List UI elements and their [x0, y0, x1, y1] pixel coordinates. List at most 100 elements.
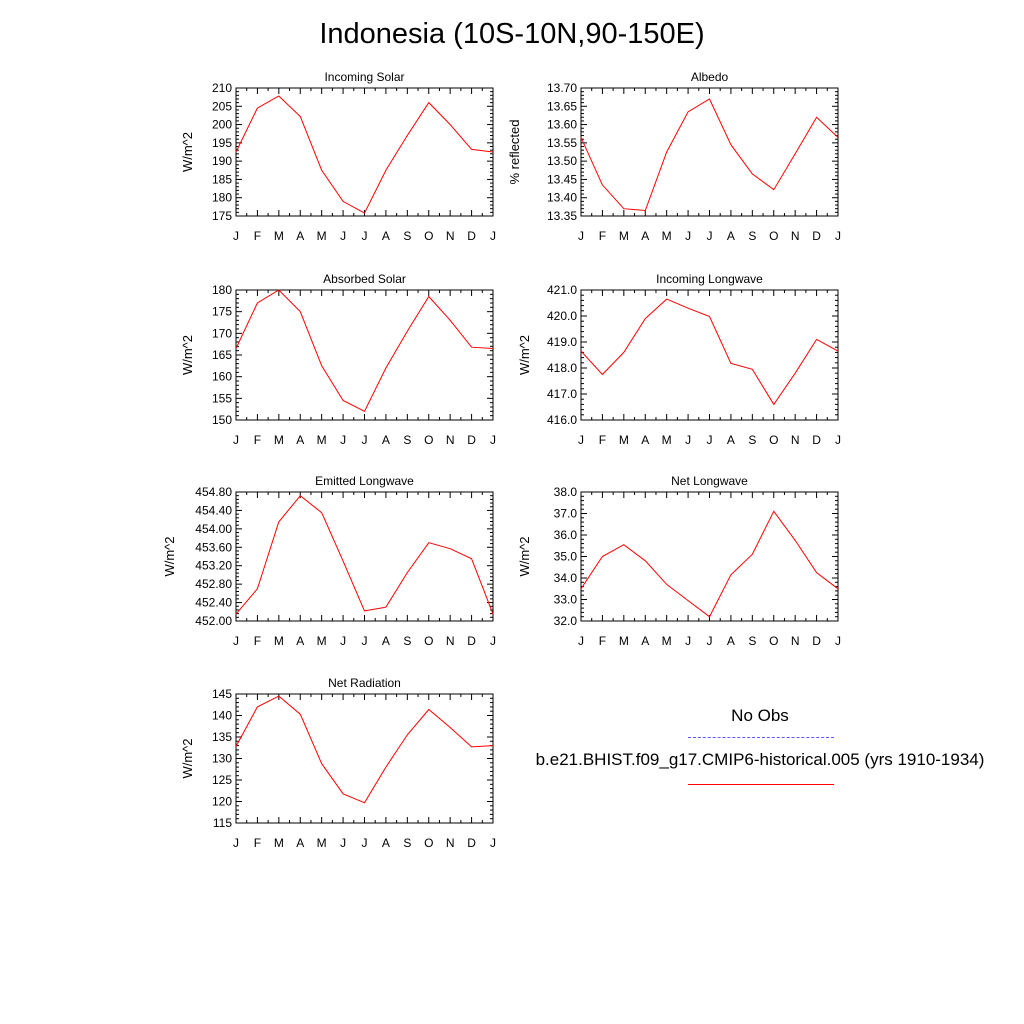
- plot-frame: [235, 491, 494, 622]
- y-tick-label: 170: [212, 326, 232, 340]
- y-tick-label: 135: [212, 730, 232, 744]
- x-tick-label: J: [340, 433, 346, 447]
- x-tick-label: J: [233, 229, 239, 243]
- x-tick-label: O: [769, 433, 778, 447]
- y-tick-label: 32.0: [554, 614, 578, 628]
- y-tick-label: 454.80: [195, 485, 232, 499]
- x-tick-label: A: [382, 634, 390, 648]
- plot-frame: [580, 491, 839, 622]
- chart-panel-3: Incoming Longwave 416.0 417.0 418.0 419.0 420…: [517, 272, 841, 447]
- x-tick-label: J: [707, 229, 713, 243]
- x-tick-label: S: [403, 433, 411, 447]
- y-tick-label: 452.00: [195, 614, 232, 628]
- model-series-line: [580, 98, 839, 212]
- x-tick-label: J: [707, 634, 713, 648]
- y-tick-label: 454.40: [195, 503, 232, 517]
- y-axis-label: W/m^2: [180, 738, 195, 778]
- y-tick-label: 38.0: [554, 485, 578, 499]
- model-series-line: [235, 495, 494, 615]
- y-tick-label: 125: [212, 773, 232, 787]
- x-tick-label: F: [599, 634, 606, 648]
- y-tick-label: 416.0: [547, 413, 577, 427]
- x-tick-label: A: [382, 836, 390, 850]
- y-tick-label: 150: [212, 413, 232, 427]
- x-tick-label: A: [296, 634, 304, 648]
- x-tick-label: M: [274, 836, 284, 850]
- x-tick-label: J: [490, 433, 496, 447]
- x-tick-label: N: [446, 634, 455, 648]
- y-tick-label: 195: [212, 136, 232, 150]
- x-tick-label: F: [254, 229, 261, 243]
- x-tick-label: M: [662, 634, 672, 648]
- x-tick-label: O: [424, 229, 433, 243]
- x-tick-label: J: [362, 433, 368, 447]
- x-tick-label: S: [748, 229, 756, 243]
- x-tick-label: A: [641, 433, 649, 447]
- y-tick-label: 13.70: [547, 81, 577, 95]
- x-tick-label: J: [490, 836, 496, 850]
- model-series-line: [580, 298, 839, 406]
- x-tick-label: J: [362, 229, 368, 243]
- chart-panel-4: Emitted Longwave 452.00 452.40 452.80 453.20…: [162, 474, 496, 648]
- y-tick-label: 419.0: [547, 335, 577, 349]
- y-tick-label: 35.0: [554, 550, 578, 564]
- panel-title: Incoming Solar: [324, 70, 404, 84]
- y-tick-label: 13.50: [547, 154, 577, 168]
- y-tick-label: 421.0: [547, 283, 577, 297]
- x-tick-label: M: [317, 836, 327, 850]
- x-tick-label: M: [274, 634, 284, 648]
- y-axis-label: W/m^2: [180, 132, 195, 172]
- chart-panel-5: Net Longwave 32.0 33.0 34.0 35.0 36.0 37.0 38.0…: [517, 474, 841, 648]
- y-tick-label: 175: [212, 305, 232, 319]
- legend-model-line: [688, 784, 834, 785]
- x-tick-label: F: [599, 229, 606, 243]
- x-tick-label: N: [791, 634, 800, 648]
- x-tick-label: A: [641, 634, 649, 648]
- x-tick-label: S: [403, 229, 411, 243]
- y-tick-label: 140: [212, 709, 232, 723]
- y-tick-label: 13.60: [547, 118, 577, 132]
- x-tick-label: O: [769, 229, 778, 243]
- x-tick-label: J: [340, 634, 346, 648]
- x-tick-label: O: [424, 433, 433, 447]
- x-tick-label: M: [317, 634, 327, 648]
- y-axis-label: W/m^2: [180, 335, 195, 375]
- x-tick-label: M: [619, 433, 629, 447]
- y-tick-label: 13.35: [547, 209, 577, 223]
- plot-frame: [235, 289, 494, 421]
- y-axis-label: W/m^2: [517, 536, 532, 576]
- x-tick-label: N: [446, 433, 455, 447]
- x-tick-label: F: [254, 836, 261, 850]
- panel-title: Net Radiation: [328, 676, 401, 690]
- y-tick-label: 205: [212, 99, 232, 113]
- x-tick-label: M: [619, 229, 629, 243]
- y-tick-label: 34.0: [554, 571, 578, 585]
- x-tick-label: J: [835, 634, 841, 648]
- plot-frame: [235, 87, 494, 217]
- panel-title: Incoming Longwave: [656, 272, 763, 286]
- panel-title: Albedo: [691, 70, 729, 84]
- model-series-line: [235, 289, 494, 412]
- x-tick-label: M: [274, 229, 284, 243]
- panel-title: Emitted Longwave: [315, 474, 414, 488]
- x-tick-label: D: [812, 229, 821, 243]
- y-tick-label: 453.60: [195, 540, 232, 554]
- x-tick-label: M: [662, 433, 672, 447]
- y-tick-label: 452.80: [195, 577, 232, 591]
- y-tick-label: 175: [212, 209, 232, 223]
- legend-model-label: b.e21.BHIST.f09_g17.CMIP6-historical.005…: [535, 750, 985, 769]
- x-tick-label: J: [835, 229, 841, 243]
- y-tick-label: 417.0: [547, 387, 577, 401]
- x-tick-label: S: [403, 836, 411, 850]
- x-tick-label: D: [467, 229, 476, 243]
- legend-obs-line: [688, 737, 834, 738]
- x-tick-label: N: [791, 433, 800, 447]
- x-tick-label: A: [727, 433, 735, 447]
- y-tick-label: 165: [212, 348, 232, 362]
- x-tick-label: O: [424, 836, 433, 850]
- x-tick-label: M: [317, 433, 327, 447]
- panel-title: Net Longwave: [671, 474, 748, 488]
- y-tick-label: 115: [213, 816, 232, 830]
- x-tick-label: N: [446, 229, 455, 243]
